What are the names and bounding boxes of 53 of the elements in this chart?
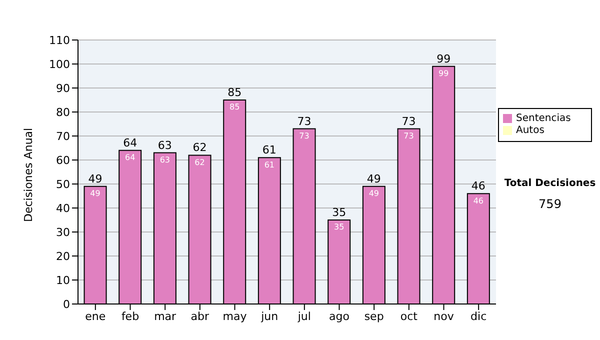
y-tick-label: 70 <box>56 130 70 143</box>
data-label: 64 <box>125 153 136 162</box>
data-label: 61 <box>264 160 275 170</box>
total-label: 73 <box>297 114 312 128</box>
x-tick-label: feb <box>121 310 140 323</box>
x-tick-label: nov <box>434 310 454 323</box>
total-label: 49 <box>366 172 381 186</box>
x-tick-label: may <box>222 310 248 323</box>
total-label: 64 <box>123 136 138 150</box>
total-label: 49 <box>88 172 102 186</box>
y-axis-title: Decisiones Anual <box>22 128 35 222</box>
y-tick-label: 10 <box>56 274 70 287</box>
y-tick-label: 40 <box>56 202 70 215</box>
data-label: 73 <box>299 131 310 140</box>
y-tick-label: 110 <box>49 34 70 47</box>
x-tick-label: jul <box>296 310 311 323</box>
x-tick-label: ago <box>329 310 350 323</box>
text: 759 <box>538 197 562 211</box>
legend-label: Sentencias <box>516 113 571 124</box>
y-tick-label: 20 <box>56 250 70 263</box>
data-label: 62 <box>194 158 205 167</box>
data-label: 46 <box>473 196 484 206</box>
x-tick-label: dic <box>470 310 487 323</box>
y-tick-label: 80 <box>56 106 70 119</box>
data-label: 73 <box>404 131 414 140</box>
total-label: 61 <box>262 144 276 157</box>
total-label: 35 <box>332 206 346 219</box>
x-tick-label: ene <box>85 310 106 323</box>
data-label: 99 <box>438 69 449 78</box>
total-label: 99 <box>436 52 451 66</box>
y-tick-label: 90 <box>56 82 70 95</box>
text: Total Decisiones <box>503 178 597 189</box>
total-label: 46 <box>471 180 486 193</box>
y-tick-label: 50 <box>56 178 70 191</box>
y-tick-label: 30 <box>56 226 70 239</box>
data-label: 49 <box>90 189 100 198</box>
x-tick-label: oct <box>400 310 418 323</box>
x-tick-label: abr <box>190 310 210 323</box>
legend-label: Autos <box>516 125 544 136</box>
x-tick-label: sep <box>364 310 384 323</box>
total-label: 85 <box>228 86 242 99</box>
data-label: 35 <box>334 222 344 232</box>
y-tick-label: 100 <box>49 58 70 71</box>
y-tick-label: 60 <box>56 154 70 167</box>
total-label: 63 <box>158 138 172 152</box>
y-tick-label: 0 <box>63 298 70 311</box>
data-label: 63 <box>160 155 170 164</box>
data-label: 85 <box>230 102 240 112</box>
total-label: 62 <box>192 141 207 154</box>
x-tick-label: mar <box>154 310 177 323</box>
total-label: 73 <box>402 114 416 128</box>
data-label: 49 <box>368 189 380 198</box>
x-tick-label: jun <box>260 310 278 323</box>
